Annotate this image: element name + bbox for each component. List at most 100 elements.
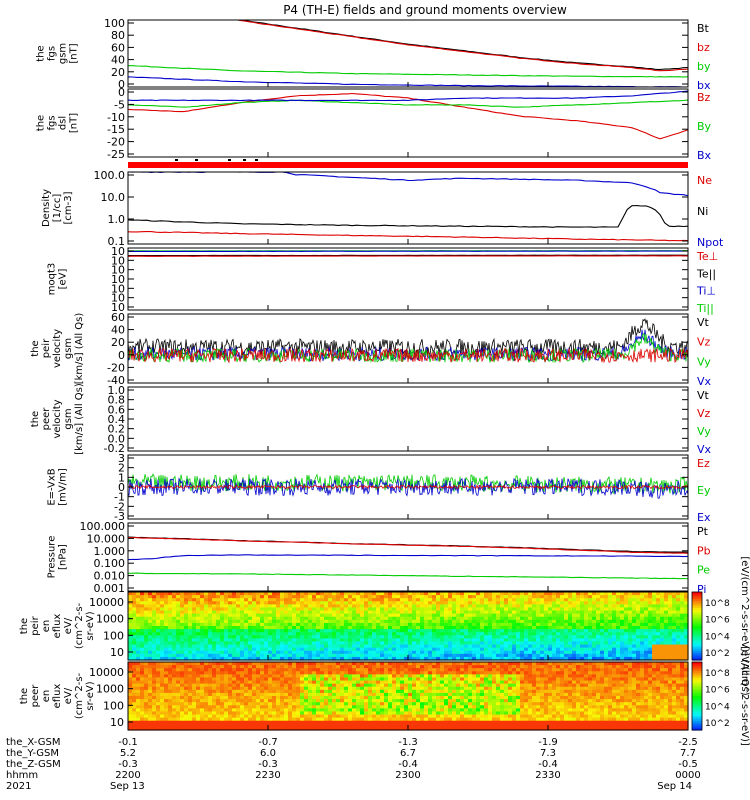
heatmap-cell — [160, 656, 165, 661]
heatmap-cell — [388, 723, 393, 728]
legend-Pb: Pb — [697, 544, 711, 557]
heatmap-cell — [148, 622, 153, 627]
heatmap-cell — [332, 708, 337, 713]
heatmap-cell — [284, 699, 289, 703]
heatmap-cell — [148, 613, 153, 618]
heatmap-cell — [288, 616, 293, 621]
heatmap-cell — [244, 644, 249, 649]
heatmap-cell — [312, 647, 317, 652]
heatmap-cell — [300, 607, 305, 612]
heatmap-cell — [380, 604, 385, 609]
heatmap-cell — [596, 638, 601, 643]
heatmap-cell — [600, 592, 605, 596]
heatmap-cell — [444, 626, 449, 630]
heatmap-cell — [368, 601, 373, 605]
heatmap-cell — [280, 607, 285, 612]
heatmap-cell — [128, 638, 133, 643]
heatmap-cell — [264, 726, 269, 731]
heatmap-cell — [380, 619, 385, 624]
heatmap-cell — [216, 696, 221, 700]
heatmap-cell — [148, 702, 153, 706]
y-tick-label: 10 — [111, 264, 125, 277]
heatmap-cell — [544, 595, 549, 599]
heatmap-cell — [348, 641, 353, 646]
heatmap-cell — [492, 595, 497, 599]
heatmap-cell — [448, 604, 453, 609]
heatmap-cell — [260, 686, 265, 691]
heatmap-cell — [440, 601, 445, 605]
heatmap-cell — [316, 626, 321, 630]
heatmap-cell — [344, 622, 349, 627]
series-group — [128, 250, 688, 257]
heatmap-cell — [608, 610, 613, 615]
heatmap-cell — [596, 592, 601, 596]
heatmap-cell — [320, 668, 325, 672]
heatmap-cell — [336, 647, 341, 652]
heatmap-cell — [260, 595, 265, 599]
heatmap-cell — [152, 665, 157, 669]
heatmap-cell — [360, 595, 365, 599]
heatmap-cell — [212, 595, 217, 599]
heatmap-cell — [508, 632, 513, 636]
heatmap-cell — [524, 604, 529, 609]
heatmap-cell — [248, 696, 253, 700]
heatmap-cell — [236, 686, 241, 691]
heatmap-cell — [176, 616, 181, 621]
heatmap-cell — [360, 619, 365, 624]
heatmap-cell — [180, 595, 185, 599]
heatmap-cell — [176, 726, 181, 731]
heatmap-cell — [396, 692, 401, 697]
heatmap-cell — [384, 622, 389, 627]
heatmap-cell — [660, 613, 665, 618]
heatmap-cell — [396, 668, 401, 672]
heatmap-cell — [152, 595, 157, 599]
heatmap-cell — [440, 647, 445, 652]
heatmap-cell — [596, 595, 601, 599]
heatmap-cell — [220, 653, 225, 658]
heatmap-cell — [392, 705, 397, 709]
heatmap-cell — [136, 595, 141, 599]
heatmap-cell — [160, 607, 165, 612]
heatmap-cell — [320, 641, 325, 646]
heatmap-cell — [216, 619, 221, 624]
heatmap-cell — [156, 726, 161, 731]
heatmap-cell — [216, 598, 221, 602]
heatmap-cell — [292, 644, 297, 649]
heatmap-cell — [352, 601, 357, 605]
heatmap-cell — [400, 619, 405, 624]
heatmap-cell — [392, 629, 397, 633]
colorbar-cell — [692, 603, 702, 607]
heatmap-cell — [260, 668, 265, 672]
heatmap-cell — [396, 702, 401, 706]
heatmap-cell — [576, 595, 581, 599]
heatmap-cell — [668, 644, 673, 649]
heatmap-cell — [464, 598, 469, 602]
heatmap-cell — [260, 647, 265, 652]
heatmap-cell — [308, 723, 313, 728]
heatmap-cell — [532, 632, 537, 636]
heatmap-cell — [296, 653, 301, 658]
heatmap-cell — [240, 702, 245, 706]
heatmap-cell — [304, 650, 309, 655]
heatmap-cell — [380, 656, 385, 661]
heatmap-cell — [636, 622, 641, 627]
heatmap-cell — [364, 723, 369, 728]
heatmap-cell — [348, 592, 353, 596]
heatmap-cell — [268, 692, 273, 697]
heatmap-cell — [200, 656, 205, 661]
heatmap-cell — [280, 726, 285, 731]
heatmap-cell — [340, 641, 345, 646]
heatmap-cell — [316, 644, 321, 649]
heatmap-cell — [472, 629, 477, 633]
heatmap-cell — [252, 674, 257, 679]
heatmap-cell — [352, 692, 357, 697]
heatmap-cell — [216, 647, 221, 652]
heatmap-cell — [392, 702, 397, 706]
heatmap-cell — [296, 650, 301, 655]
heatmap-cell — [172, 629, 177, 633]
heatmap-cell — [260, 714, 265, 719]
heatmap-cell — [148, 674, 153, 679]
heatmap-cell — [684, 619, 689, 624]
heatmap-cell — [276, 665, 281, 669]
legend-Vy: Vy — [697, 355, 711, 368]
